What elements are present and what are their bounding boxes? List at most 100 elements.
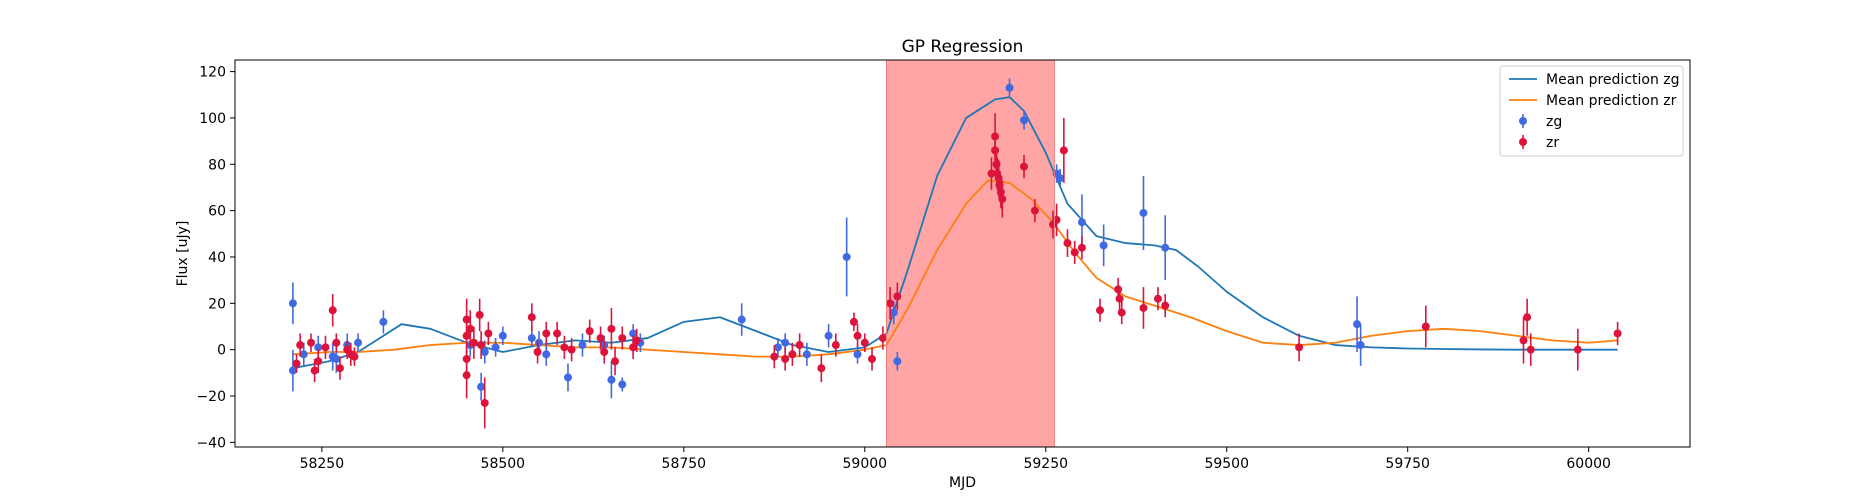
data-point: [1115, 287, 1124, 311]
x-tick-label: 59500: [1204, 456, 1249, 472]
marker: [542, 329, 551, 338]
marker: [480, 398, 489, 407]
data-point: [469, 326, 478, 359]
data-point: [475, 298, 484, 332]
marker: [567, 345, 576, 354]
marker: [321, 343, 330, 352]
marker: [310, 366, 319, 375]
y-tick-label: 20: [208, 296, 226, 312]
legend-label: Mean prediction zr: [1546, 93, 1677, 109]
marker: [831, 341, 840, 350]
data-point: [1096, 298, 1105, 322]
marker: [1052, 215, 1061, 224]
y-tick-label: −20: [196, 389, 226, 405]
marker: [307, 338, 316, 347]
marker: [1005, 83, 1014, 92]
marker: [596, 334, 605, 343]
marker: [553, 329, 562, 338]
data-point: [484, 321, 493, 346]
data-point: [533, 340, 542, 364]
marker: [1077, 218, 1086, 227]
data-point: [335, 356, 344, 380]
x-tick-label: 58500: [481, 456, 526, 472]
marker: [477, 382, 486, 391]
marker: [527, 313, 536, 322]
legend-item: Mean prediction zr: [1509, 93, 1677, 109]
marker: [1161, 243, 1170, 252]
data-point: [1526, 333, 1535, 366]
y-axis: −40 −20 0 20 40 60 80 100 120: [196, 65, 235, 451]
data-point: [1099, 224, 1108, 267]
y-tick-label: 0: [217, 343, 226, 359]
marker: [1059, 146, 1068, 155]
y-tick-label: 60: [208, 204, 226, 220]
data-point: [893, 351, 902, 371]
shaded-region: [886, 60, 1055, 447]
marker: [878, 334, 887, 343]
data-point: [567, 338, 576, 362]
data-point: [560, 335, 569, 359]
data-point: [1139, 287, 1148, 329]
marker: [1077, 243, 1086, 252]
data-point: [860, 333, 869, 352]
x-axis: 58250 58500 58750 59000 59250 59500 59750 60000: [300, 447, 1611, 472]
marker: [1526, 345, 1535, 354]
marker: [1099, 241, 1108, 250]
marker: [860, 338, 869, 347]
data-point: [607, 307, 616, 350]
data-point: [737, 303, 746, 336]
marker: [288, 299, 297, 308]
data-point: [600, 340, 609, 364]
data-point: [542, 321, 551, 346]
marker: [889, 308, 898, 317]
data-point: [849, 312, 858, 332]
data-point: [379, 310, 388, 334]
marker: [817, 364, 826, 373]
data-point: [781, 347, 790, 371]
marker: [462, 371, 471, 380]
data-point: [1020, 155, 1029, 179]
y-tick-label: 120: [199, 65, 226, 81]
data-point: [1519, 317, 1528, 364]
marker: [1030, 206, 1039, 215]
marker: [299, 350, 308, 359]
marker: [611, 357, 620, 366]
marker: [1353, 320, 1362, 329]
marker: [1115, 294, 1124, 303]
marker: [466, 324, 475, 333]
marker: [1139, 303, 1148, 312]
data-point: [1020, 110, 1029, 130]
data-point: [1613, 321, 1622, 346]
marker: [462, 331, 471, 340]
marker: [737, 315, 746, 324]
marker: [475, 310, 484, 319]
data-point: [987, 157, 996, 190]
data-point: [462, 351, 471, 399]
marker: [535, 338, 544, 347]
marker: [288, 366, 297, 375]
data-point: [795, 333, 804, 357]
marker: [477, 341, 486, 350]
data-point: [1161, 294, 1170, 318]
data-point: [491, 338, 500, 357]
marker: [607, 375, 616, 384]
marker: [491, 343, 500, 352]
marker: [1519, 336, 1528, 345]
legend-label: zg: [1546, 114, 1562, 130]
data-point: [802, 342, 811, 366]
marker: [1070, 248, 1079, 257]
marker: [480, 347, 489, 356]
marker: [533, 347, 542, 356]
data-point: [1295, 333, 1304, 362]
data-point: [498, 326, 507, 346]
x-tick-label: 58750: [662, 456, 707, 472]
data-point: [288, 349, 297, 392]
y-tick-label: 80: [208, 157, 226, 173]
data-point: [1059, 117, 1068, 183]
data-point: [1030, 199, 1039, 223]
data-point: [831, 333, 840, 357]
series-line: [292, 179, 1618, 358]
series-layer: [288, 78, 1622, 429]
marker: [484, 329, 493, 338]
data-point: [853, 345, 862, 364]
